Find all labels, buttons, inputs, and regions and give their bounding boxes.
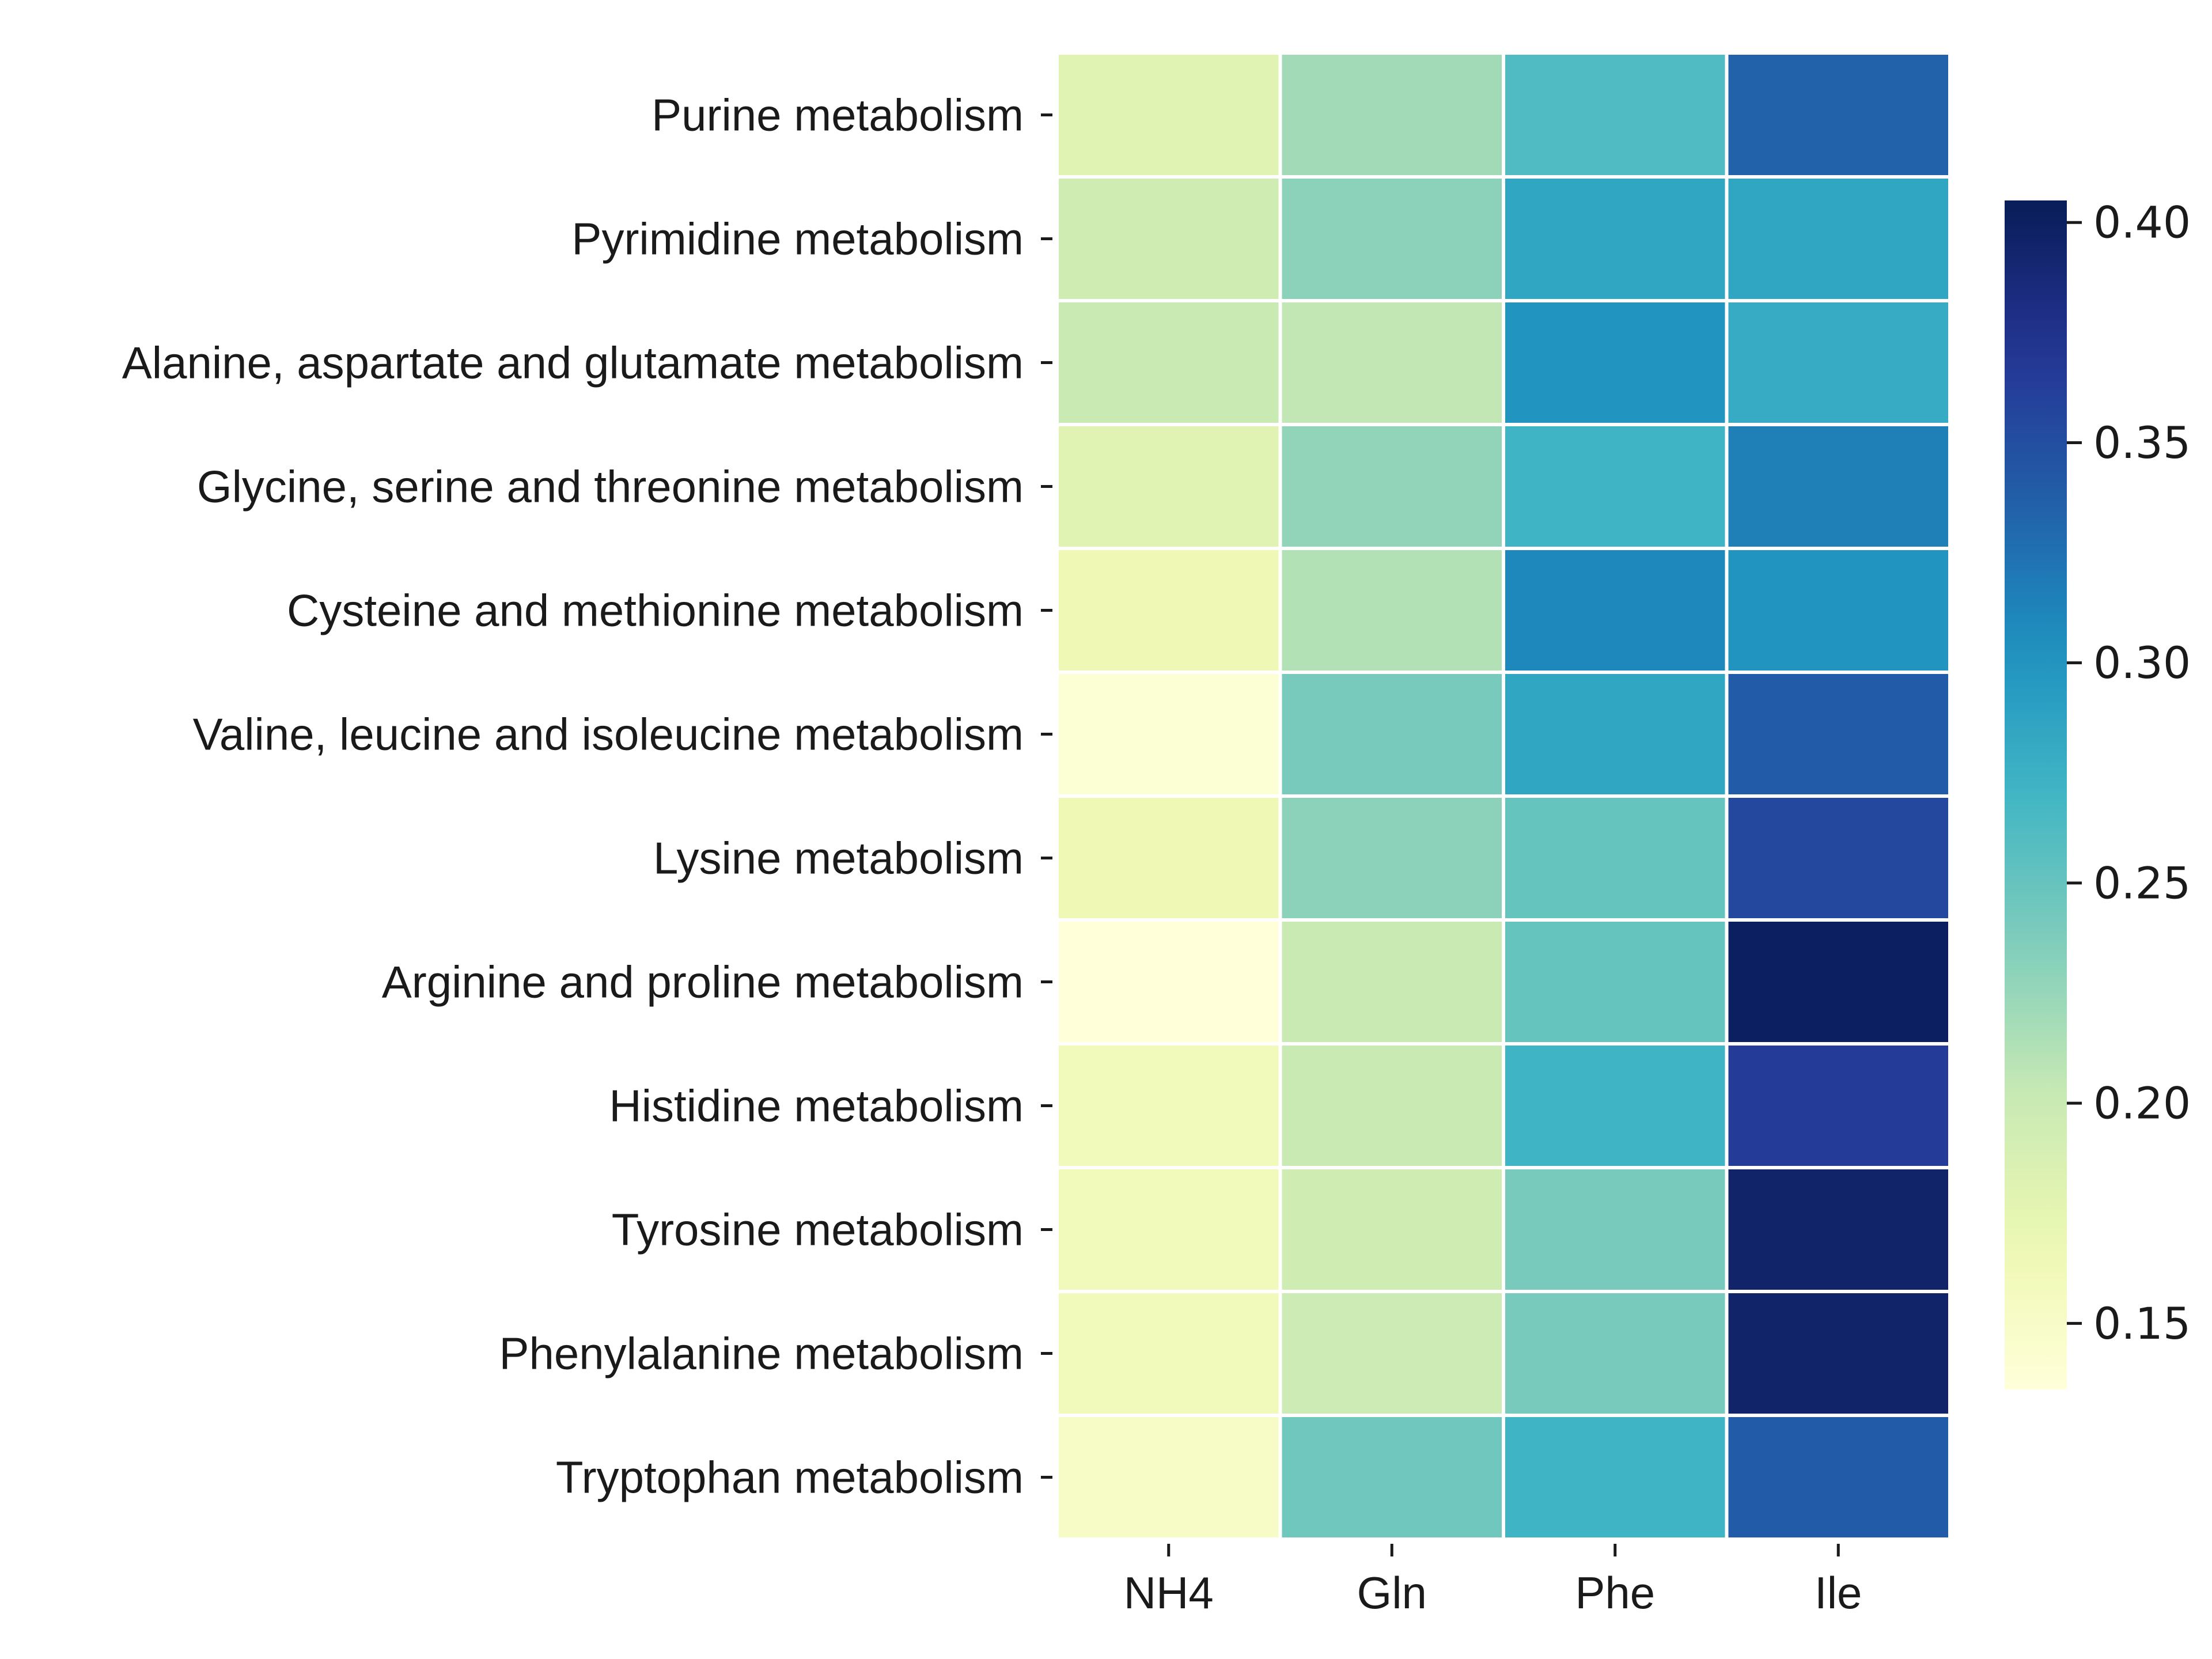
heatmap-cell <box>1059 922 1279 1042</box>
colorbar-gradient <box>2005 200 2067 1389</box>
heatmap-cell <box>1282 302 1502 423</box>
heatmap-cell <box>1059 1293 1279 1414</box>
heatmap-cell <box>1728 55 1948 175</box>
heatmap-cell <box>1282 922 1502 1042</box>
heatmap-cell <box>1728 1169 1948 1290</box>
heatmap-cell <box>1505 1293 1725 1414</box>
heatmap-cell <box>1282 1293 1502 1414</box>
colorbar-tick-label: 0.20 <box>2093 1078 2191 1129</box>
heatmap-cell <box>1282 1169 1502 1290</box>
heatmap-cell <box>1282 674 1502 794</box>
heatmap-cell <box>1282 426 1502 547</box>
heatmap-cells <box>1059 55 1948 1537</box>
colorbar-tick-label: 0.35 <box>2093 417 2191 468</box>
heatmap-cell <box>1282 1046 1502 1166</box>
row-label: Phenylalanine metabolism <box>499 1328 1024 1379</box>
heatmap-cell <box>1505 798 1725 918</box>
heatmap-cell <box>1505 550 1725 671</box>
row-label: Glycine, serine and threonine metabolism <box>197 461 1024 512</box>
column-labels: NH4 Gln Phe Ile <box>1124 1544 1862 1618</box>
heatmap-cell <box>1728 1046 1948 1166</box>
row-label: Pyrimidine metabolism <box>571 214 1024 264</box>
heatmap-cell <box>1282 798 1502 918</box>
row-label: Tryptophan metabolism <box>556 1452 1024 1503</box>
row-labels: Purine metabolism Pyrimidine metabolism Al… <box>122 90 1052 1503</box>
heatmap-cell <box>1505 1046 1725 1166</box>
heatmap-cell <box>1282 550 1502 671</box>
heatmap-cell <box>1505 674 1725 794</box>
column-label: Gln <box>1357 1567 1427 1618</box>
heatmap-cell <box>1505 1169 1725 1290</box>
row-label: Arginine and proline metabolism <box>382 957 1024 1007</box>
heatmap-cell <box>1728 798 1948 918</box>
column-label: Ile <box>1815 1567 1862 1618</box>
heatmap-cell <box>1505 426 1725 547</box>
row-label: Cysteine and methionine metabolism <box>287 585 1024 636</box>
heatmap-cell <box>1505 302 1725 423</box>
heatmap-cell <box>1728 302 1948 423</box>
heatmap-cell <box>1059 1169 1279 1290</box>
row-label: Valine, leucine and isoleucine metabolis… <box>193 709 1024 760</box>
colorbar-tick-label: 0.40 <box>2093 197 2191 248</box>
heatmap-cell <box>1505 179 1725 299</box>
heatmap-cell <box>1728 1417 1948 1537</box>
heatmap-cell <box>1505 1417 1725 1537</box>
colorbar: 0.15 0.20 0.25 0.30 0.35 0.40 <box>2005 197 2191 1389</box>
heatmap-cell <box>1059 426 1279 547</box>
heatmap-cell <box>1059 179 1279 299</box>
heatmap-cell <box>1282 1417 1502 1537</box>
heatmap-cell <box>1728 674 1948 794</box>
colorbar-tick-label: 0.25 <box>2093 857 2191 908</box>
heatmap-cell <box>1282 179 1502 299</box>
row-label: Tyrosine metabolism <box>612 1205 1024 1255</box>
row-label: Lysine metabolism <box>653 833 1024 884</box>
column-label: Phe <box>1575 1567 1655 1618</box>
heatmap-cell <box>1728 179 1948 299</box>
heatmap-cell <box>1059 302 1279 423</box>
heatmap-cell <box>1059 798 1279 918</box>
heatmap-cell <box>1282 55 1502 175</box>
heatmap-cell <box>1059 1417 1279 1537</box>
heatmap-cell <box>1059 1046 1279 1166</box>
row-label: Purine metabolism <box>652 90 1024 141</box>
heatmap-cell <box>1505 922 1725 1042</box>
heatmap-cell <box>1505 55 1725 175</box>
heatmap-cell <box>1728 426 1948 547</box>
heatmap-cell <box>1059 550 1279 671</box>
column-label: NH4 <box>1124 1567 1214 1618</box>
colorbar-tick-label: 0.30 <box>2093 637 2191 688</box>
heatmap-cell <box>1728 550 1948 671</box>
heatmap-cell <box>1059 674 1279 794</box>
colorbar-tick-label: 0.15 <box>2093 1298 2191 1349</box>
heatmap-cell <box>1728 1293 1948 1414</box>
row-label: Histidine metabolism <box>609 1081 1024 1131</box>
heatmap-cell <box>1728 922 1948 1042</box>
heatmap-cell <box>1059 55 1279 175</box>
row-label: Alanine, aspartate and glutamate metabol… <box>122 338 1024 388</box>
